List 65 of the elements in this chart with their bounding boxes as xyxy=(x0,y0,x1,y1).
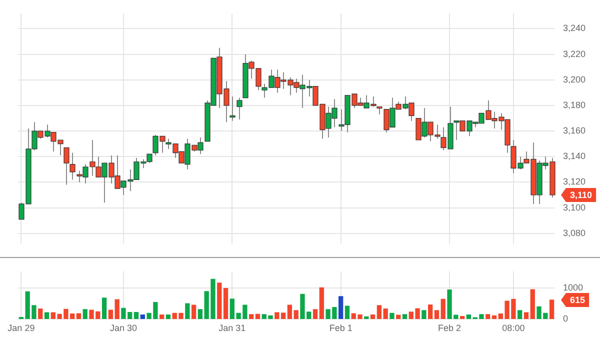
bar xyxy=(140,314,145,320)
bar xyxy=(370,314,376,320)
bar xyxy=(76,313,82,320)
y-tick-label: 0 xyxy=(563,314,568,324)
bar xyxy=(38,308,43,320)
bar xyxy=(18,316,24,320)
bar xyxy=(134,312,139,320)
bar xyxy=(466,314,472,320)
y-tick-label: 3,220 xyxy=(563,48,586,59)
bar xyxy=(549,300,554,320)
bar xyxy=(440,298,446,320)
bar xyxy=(191,304,196,320)
y-tick-label: 3,080 xyxy=(563,228,586,238)
bar xyxy=(338,296,344,320)
bar xyxy=(518,310,522,320)
bar xyxy=(255,314,260,320)
y-tick-label: 3,120 xyxy=(563,176,586,187)
y-tick-label: 1000 xyxy=(563,282,584,292)
bar xyxy=(492,315,497,320)
text: 3,110 xyxy=(570,190,592,200)
bar xyxy=(185,303,190,320)
y-tick-label: 3,240 xyxy=(563,23,586,34)
bar xyxy=(390,312,394,320)
bar xyxy=(422,310,426,320)
x-tick-label: Feb 2 xyxy=(438,323,462,334)
x-tick-label: Jan 31 xyxy=(218,323,246,334)
x-tick-label: Jan 30 xyxy=(110,323,137,334)
text: 615 xyxy=(570,294,586,305)
bar xyxy=(287,304,292,320)
x-tick-label: Jan 29 xyxy=(8,323,35,334)
bar xyxy=(249,314,254,320)
bar xyxy=(428,304,433,320)
y-tick-label: 3,200 xyxy=(563,74,586,84)
bar xyxy=(383,308,388,320)
bar xyxy=(280,312,286,320)
x-tick-label: 08:00 xyxy=(502,323,525,334)
y-tick-label: 3,100 xyxy=(563,202,586,212)
bar xyxy=(44,312,50,320)
bar xyxy=(319,287,324,320)
bar xyxy=(114,299,120,320)
bar xyxy=(198,309,203,320)
bar xyxy=(274,312,280,320)
bar xyxy=(364,316,369,320)
bar xyxy=(166,314,171,320)
bar xyxy=(402,314,408,320)
bar xyxy=(460,316,465,320)
bar xyxy=(108,310,114,320)
bar xyxy=(102,298,107,320)
x-tick-label: Feb 1 xyxy=(329,323,352,334)
bar xyxy=(344,306,350,320)
bar xyxy=(223,288,228,320)
bar xyxy=(294,310,298,320)
y-tick-label: 3,180 xyxy=(563,100,586,110)
bar xyxy=(312,309,318,320)
y-tick-label: 3,160 xyxy=(563,126,586,136)
bar xyxy=(530,289,535,320)
bar xyxy=(524,312,529,320)
y-tick-label: 3,140 xyxy=(563,151,586,162)
bar xyxy=(217,282,222,320)
bar xyxy=(160,314,164,320)
bar xyxy=(376,305,382,320)
bar xyxy=(396,314,401,320)
bar xyxy=(434,310,440,320)
bar xyxy=(486,314,490,320)
bar xyxy=(82,309,88,320)
